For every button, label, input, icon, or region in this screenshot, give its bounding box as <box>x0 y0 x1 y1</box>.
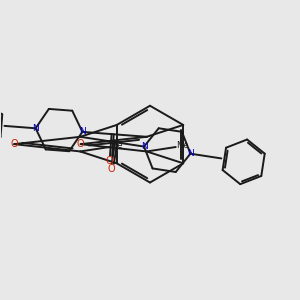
Text: N: N <box>32 124 39 133</box>
Text: O: O <box>106 156 113 167</box>
Text: Me: Me <box>176 142 189 151</box>
Text: O: O <box>77 139 85 149</box>
Text: N: N <box>79 128 86 136</box>
Text: O: O <box>107 164 115 174</box>
Text: Me: Me <box>110 142 122 151</box>
Text: N: N <box>187 149 194 158</box>
Text: N: N <box>141 142 147 151</box>
Text: O: O <box>11 139 18 149</box>
